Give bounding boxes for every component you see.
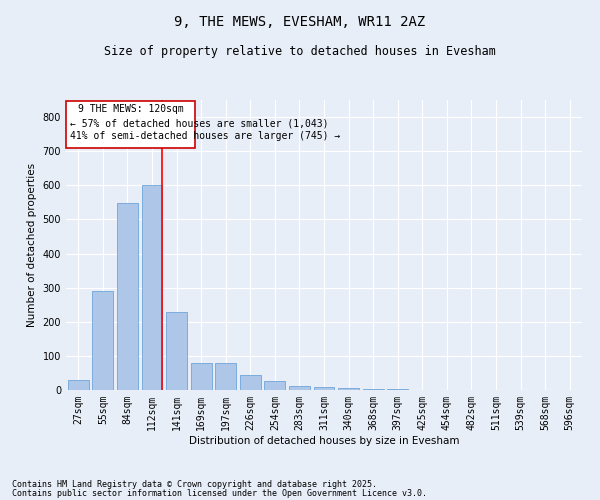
Bar [265, 381, 286, 390]
Text: Size of property relative to detached houses in Evesham: Size of property relative to detached ho… [104, 45, 496, 58]
Bar [338, 388, 359, 390]
Text: Contains public sector information licensed under the Open Government Licence v3: Contains public sector information licen… [12, 488, 427, 498]
Bar [117, 203, 138, 390]
Text: 9 THE MEWS: 120sqm: 9 THE MEWS: 120sqm [77, 104, 184, 114]
Bar [191, 362, 212, 390]
Bar [314, 388, 334, 390]
Bar [92, 291, 113, 390]
Bar [215, 362, 236, 390]
Text: Contains HM Land Registry data © Crown copyright and database right 2025.: Contains HM Land Registry data © Crown c… [12, 480, 377, 489]
Bar [289, 386, 310, 390]
Bar [240, 374, 261, 390]
Text: ← 57% of detached houses are smaller (1,043): ← 57% of detached houses are smaller (1,… [70, 118, 329, 128]
Text: 41% of semi-detached houses are larger (745) →: 41% of semi-detached houses are larger (… [70, 130, 340, 140]
Y-axis label: Number of detached properties: Number of detached properties [27, 163, 37, 327]
Bar [166, 312, 187, 390]
Bar [142, 186, 163, 390]
Text: 9, THE MEWS, EVESHAM, WR11 2AZ: 9, THE MEWS, EVESHAM, WR11 2AZ [175, 15, 425, 29]
Bar [68, 380, 89, 390]
Bar [362, 389, 383, 390]
X-axis label: Distribution of detached houses by size in Evesham: Distribution of detached houses by size … [189, 436, 459, 446]
